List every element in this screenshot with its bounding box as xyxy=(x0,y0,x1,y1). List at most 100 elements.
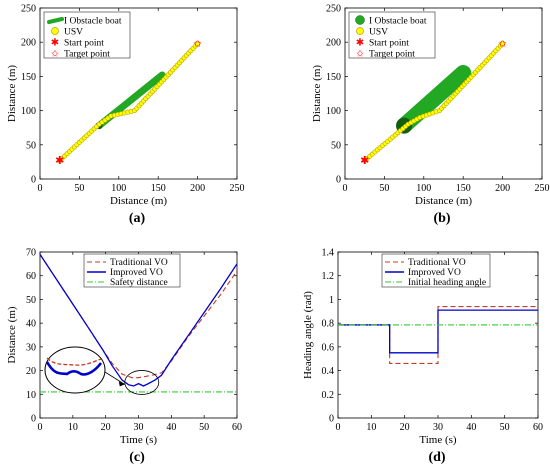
y-tick-label: 50 xyxy=(26,140,36,151)
plot-area xyxy=(338,305,538,365)
series-line xyxy=(40,254,237,379)
x-axis-label: Time (s) xyxy=(120,434,158,446)
x-tick-label: 0 xyxy=(38,183,43,194)
y-tick-label: 30 xyxy=(26,342,36,353)
plot-frame xyxy=(39,7,238,180)
legend-label: Target point xyxy=(369,50,415,60)
y-tick-label: 70 xyxy=(26,248,36,259)
panel-label: (a) xyxy=(129,211,146,226)
zoom-circle xyxy=(124,370,160,395)
x-tick-label: 100 xyxy=(416,183,431,194)
legend-label: I Obstacle boat xyxy=(64,17,122,27)
y-tick-label: 60 xyxy=(26,271,36,282)
y-tick-label: 0.2 xyxy=(322,390,335,401)
y-axis-label: Distance (m) xyxy=(6,65,18,122)
y-tick-label: 150 xyxy=(21,72,36,83)
y-tick-label: 1.4 xyxy=(322,248,335,259)
x-tick-label: 30 xyxy=(134,422,144,433)
panel-label: (d) xyxy=(428,450,445,465)
y-tick-label: 0.8 xyxy=(322,319,335,330)
legend-target-icon: ✩ xyxy=(356,49,364,59)
plot-area: ✱✩ xyxy=(55,39,202,167)
x-tick-label: 0 xyxy=(38,422,43,433)
legend-start-icon: ✱ xyxy=(51,38,59,49)
y-tick-label: 100 xyxy=(326,106,341,117)
y-tick-label: 0.6 xyxy=(322,342,335,353)
legend-start-icon: ✱ xyxy=(356,38,364,49)
x-tick-label: 30 xyxy=(433,422,443,433)
series-line xyxy=(338,309,538,354)
x-tick-label: 50 xyxy=(74,183,84,194)
x-tick-label: 150 xyxy=(456,183,471,194)
series-line xyxy=(40,254,237,387)
y-tick-label: 50 xyxy=(331,140,341,151)
y-tick-label: 0 xyxy=(336,175,341,186)
panel-b: 0 50 100 150 200 250 0 50 100 150 200 250 Distance (… xyxy=(311,4,550,227)
y-axis-label: Distance (m) xyxy=(311,65,323,122)
y-tick-label: 250 xyxy=(21,4,36,15)
x-tick-label: 40 xyxy=(166,422,176,433)
y-axis-label: Heading angle (rad) xyxy=(302,291,314,379)
y-tick-label: 1 xyxy=(329,295,334,306)
inset-traditional-curve xyxy=(46,357,102,366)
y-tick-label: 40 xyxy=(26,319,36,330)
legend-label: Initial heading angle xyxy=(408,278,486,288)
legend-label: USV xyxy=(64,28,83,38)
y-tick-label: 0 xyxy=(31,414,36,425)
x-tick-label: 200 xyxy=(495,183,510,194)
inset-magnified xyxy=(44,346,106,394)
inset-improved-curve xyxy=(45,361,103,376)
zoom-arrow xyxy=(104,371,125,385)
panel-label: (b) xyxy=(433,211,450,226)
panel-c: 0 10 20 30 40 50 60 0 10 20 30 40 50 60 70 Time (s) Dist… xyxy=(6,248,242,466)
x-tick-label: 10 xyxy=(68,422,78,433)
x-tick-label: 150 xyxy=(151,183,166,194)
x-tick-label: 250 xyxy=(230,183,245,194)
legend-label: Traditional VO xyxy=(110,258,168,268)
x-tick-label: 250 xyxy=(535,183,550,194)
x-tick-label: 100 xyxy=(111,183,126,194)
plot-area: ✱✩ xyxy=(360,39,507,167)
x-axis-label: Distance (m) xyxy=(110,195,167,207)
panel-d: 0 10 20 30 40 50 60 0 0.2 0.4 0.6 0.8 1 1.2 1.4 Time (s… xyxy=(302,248,543,466)
legend-target-icon: ✩ xyxy=(51,49,59,59)
x-tick-label: 10 xyxy=(366,422,376,433)
legend-label: Improved VO xyxy=(110,268,163,278)
x-tick-label: 50 xyxy=(500,422,510,433)
legend-usv-icon xyxy=(51,27,59,35)
panel-label: (c) xyxy=(129,450,145,465)
plot-frame xyxy=(344,7,543,180)
y-tick-label: 0 xyxy=(329,414,334,425)
x-tick-label: 20 xyxy=(101,422,111,433)
panel-a: 0 50 100 150 200 250 0 50 100 150 200 250 Distance (… xyxy=(6,4,245,227)
y-tick-label: 200 xyxy=(326,38,341,49)
legend-label: Start point xyxy=(64,39,104,49)
y-tick-label: 0.4 xyxy=(322,366,335,377)
x-tick-label: 50 xyxy=(199,422,209,433)
x-axis-label: Distance (m) xyxy=(415,195,472,207)
start-marker: ✱ xyxy=(360,155,369,167)
start-marker: ✱ xyxy=(55,155,64,167)
target-marker: ✩ xyxy=(498,39,507,50)
usv-point xyxy=(195,41,201,47)
x-tick-label: 50 xyxy=(379,183,389,194)
y-tick-label: 150 xyxy=(326,72,341,83)
x-tick-label: 20 xyxy=(400,422,410,433)
x-axis-label: Time (s) xyxy=(419,434,457,446)
y-tick-label: 200 xyxy=(21,38,36,49)
x-tick-label: 0 xyxy=(336,422,341,433)
plot-area xyxy=(40,254,237,395)
legend-obstacle-icon xyxy=(47,17,64,24)
y-tick-label: 1.2 xyxy=(322,271,335,282)
legend-label: Improved VO xyxy=(408,268,461,278)
legend-label: Traditional VO xyxy=(408,258,466,268)
legend-label: I Obstacle boat xyxy=(369,17,427,27)
y-tick-label: 10 xyxy=(26,390,36,401)
y-tick-label: 250 xyxy=(326,4,341,15)
legend-label: Target point xyxy=(64,50,110,60)
y-axis-label: Distance (m) xyxy=(6,306,18,363)
obstacle-boat xyxy=(396,64,472,134)
